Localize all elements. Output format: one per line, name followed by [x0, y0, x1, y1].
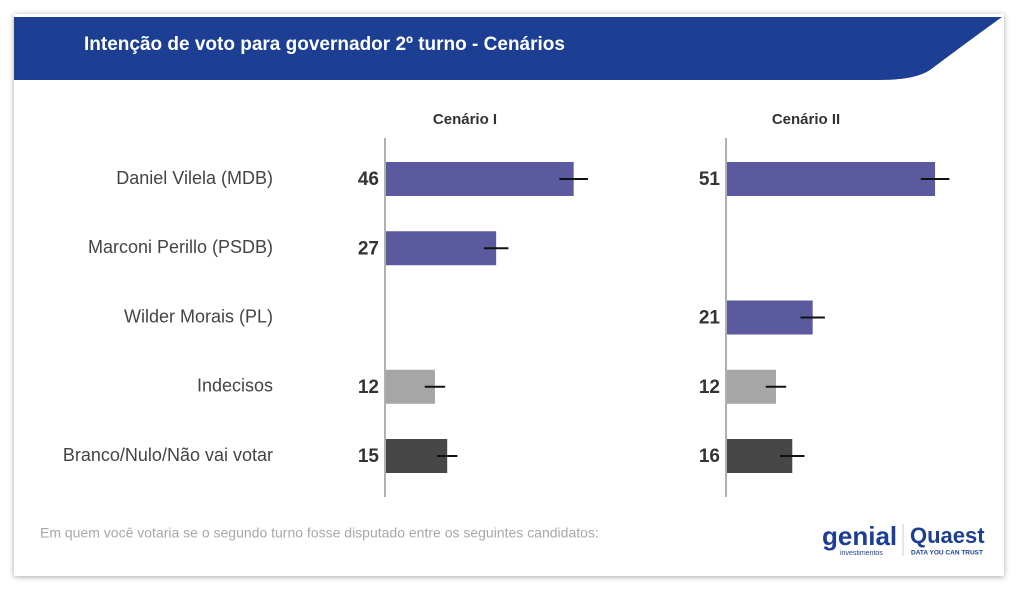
title: Intenção de voto para governador 2º turn… [84, 34, 565, 55]
value-label: 51 [699, 169, 721, 190]
header-band [14, 17, 1002, 80]
bar [386, 231, 497, 266]
panel-title: Cenário I [433, 111, 497, 128]
category-label: Wilder Morais (PL) [124, 306, 273, 326]
logo-genial-sub: investimentos [840, 550, 883, 557]
logo-quaest: Quaest [910, 523, 985, 548]
category-label: Branco/Nulo/Não vai votar [63, 445, 273, 465]
footnote: Em quem você votaria se o segundo turno … [40, 525, 599, 541]
value-label: 12 [699, 377, 720, 398]
bar [386, 162, 574, 196]
panel-title: Cenário II [772, 111, 840, 128]
bar [727, 300, 813, 335]
value-label: 21 [699, 308, 721, 329]
value-label: 15 [358, 446, 380, 467]
logo-quaest-sub: DATA YOU CAN TRUST [911, 550, 983, 557]
category-label: Daniel Vilela (MDB) [116, 168, 273, 188]
value-label: 46 [358, 169, 379, 190]
bar [727, 162, 936, 196]
value-label: 27 [358, 238, 379, 259]
value-label: 12 [358, 377, 379, 398]
category-label: Marconi Perillo (PSDB) [88, 237, 273, 257]
category-label: Indecisos [197, 376, 273, 396]
logo-genial: genial [822, 521, 897, 551]
card [14, 14, 1004, 576]
value-label: 16 [699, 446, 720, 467]
